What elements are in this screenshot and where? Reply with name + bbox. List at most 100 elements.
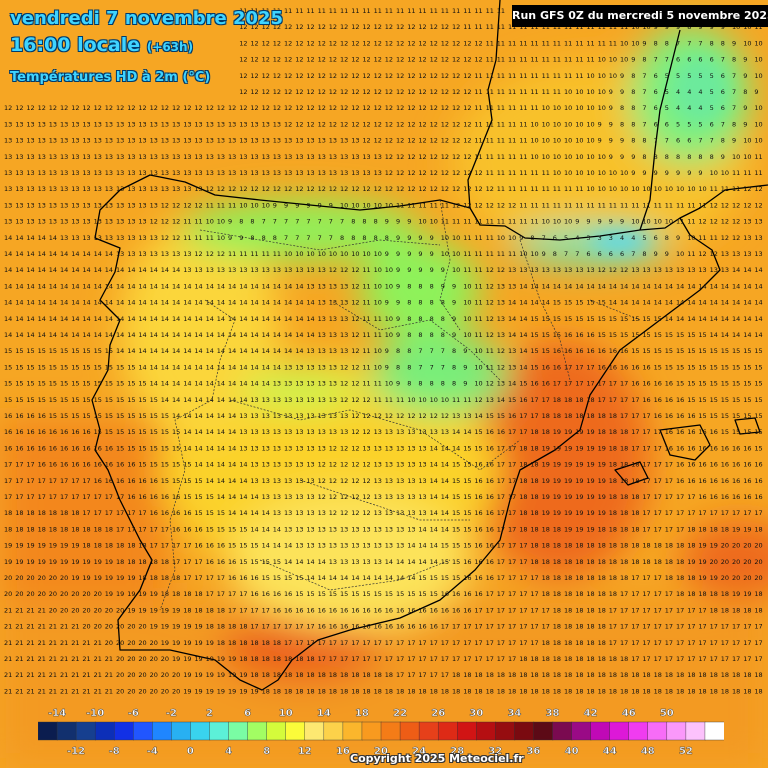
svg-text:12: 12 [721,218,729,226]
svg-text:10: 10 [239,201,247,209]
svg-text:13: 13 [217,169,225,177]
svg-text:20: 20 [105,606,113,614]
svg-text:14: 14 [676,315,684,323]
svg-text:12: 12 [250,72,258,80]
svg-text:14: 14 [183,380,191,388]
svg-text:13: 13 [273,380,281,388]
svg-text:15: 15 [486,412,494,420]
svg-text:13: 13 [329,299,337,307]
svg-text:11: 11 [676,201,684,209]
svg-text:8: 8 [441,315,445,323]
svg-text:13: 13 [318,542,326,550]
svg-text:11: 11 [374,315,382,323]
svg-text:14: 14 [754,331,762,339]
svg-text:9: 9 [743,120,747,128]
svg-text:11: 11 [486,88,494,96]
svg-text:15: 15 [463,542,471,550]
svg-text:17: 17 [721,509,729,517]
svg-text:17: 17 [710,509,718,517]
svg-text:9: 9 [396,234,400,242]
svg-text:7: 7 [430,363,434,371]
svg-text:16: 16 [743,477,751,485]
svg-text:14: 14 [217,380,225,388]
svg-text:17: 17 [172,542,180,550]
svg-text:15: 15 [273,574,281,582]
svg-text:12: 12 [474,39,482,47]
svg-text:12: 12 [452,72,460,80]
svg-text:13: 13 [754,250,762,258]
svg-text:17: 17 [642,509,650,517]
svg-text:17: 17 [474,606,482,614]
svg-text:13: 13 [273,477,281,485]
svg-text:12: 12 [273,88,281,96]
svg-text:12: 12 [418,104,426,112]
svg-text:19: 19 [206,639,214,647]
svg-text:14: 14 [161,282,169,290]
svg-text:17: 17 [530,574,538,582]
svg-text:14: 14 [4,315,12,323]
svg-text:11: 11 [564,39,572,47]
svg-text:11: 11 [374,7,382,15]
legend-bottom-label: 8 [263,746,270,757]
svg-text:19: 19 [542,461,550,469]
svg-text:21: 21 [94,687,102,695]
svg-text:12: 12 [430,88,438,96]
svg-text:14: 14 [161,363,169,371]
svg-text:12: 12 [172,104,180,112]
svg-text:18: 18 [49,525,57,533]
svg-text:17: 17 [441,671,449,679]
svg-text:14: 14 [206,347,214,355]
svg-text:21: 21 [60,687,68,695]
svg-text:17: 17 [497,542,505,550]
svg-text:10: 10 [598,88,606,96]
svg-text:8: 8 [374,234,378,242]
svg-text:13: 13 [374,444,382,452]
svg-text:9: 9 [396,250,400,258]
svg-text:13: 13 [374,461,382,469]
svg-text:9: 9 [609,137,613,145]
legend-swatch [685,721,706,741]
svg-text:9: 9 [586,218,590,226]
svg-text:13: 13 [306,493,314,501]
svg-text:11: 11 [497,218,505,226]
svg-text:9: 9 [329,201,333,209]
svg-text:13: 13 [38,185,46,193]
svg-text:17: 17 [642,639,650,647]
legend-bottom-label: 24 [412,746,426,757]
svg-text:12: 12 [329,56,337,64]
svg-text:8: 8 [396,347,400,355]
svg-text:14: 14 [138,363,146,371]
svg-text:15: 15 [676,380,684,388]
svg-text:13: 13 [631,266,639,274]
svg-text:12: 12 [385,39,393,47]
svg-text:12: 12 [396,23,404,31]
svg-text:16: 16 [374,623,382,631]
svg-text:13: 13 [340,299,348,307]
svg-text:15: 15 [127,428,135,436]
svg-text:11: 11 [519,137,527,145]
svg-text:17: 17 [698,623,706,631]
svg-text:14: 14 [418,542,426,550]
svg-text:18: 18 [553,574,561,582]
svg-text:14: 14 [82,331,90,339]
svg-text:18: 18 [631,542,639,550]
svg-text:18: 18 [586,623,594,631]
svg-text:9: 9 [609,88,613,96]
svg-text:21: 21 [26,687,34,695]
svg-text:13: 13 [340,412,348,420]
svg-text:17: 17 [698,509,706,517]
svg-text:13: 13 [105,137,113,145]
svg-text:12: 12 [351,299,359,307]
svg-text:17: 17 [654,509,662,517]
svg-text:18: 18 [732,671,740,679]
svg-text:12: 12 [418,56,426,64]
svg-text:10: 10 [542,104,550,112]
legend-swatch [304,721,325,741]
svg-text:18: 18 [687,542,695,550]
svg-text:13: 13 [138,120,146,128]
svg-text:19: 19 [26,542,34,550]
svg-text:17: 17 [654,477,662,485]
svg-text:12: 12 [262,88,270,96]
svg-text:13: 13 [116,120,124,128]
svg-text:14: 14 [82,299,90,307]
